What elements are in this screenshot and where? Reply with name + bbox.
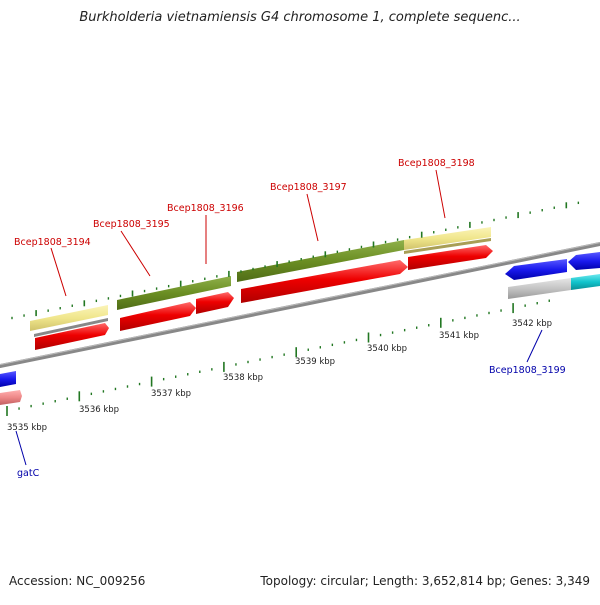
page-title: Burkholderia vietnamiensis G4 chromosome…	[79, 10, 521, 25]
cds-arrow-3197[interactable]	[241, 260, 408, 303]
cds-arrow-3194[interactable]	[35, 323, 109, 350]
gene-callout-label[interactable]: Bcep1808_3196	[167, 203, 244, 214]
chromosome-backbone	[0, 242, 600, 368]
gene-callout-line	[15, 430, 27, 466]
axis-tick-label: 3540 kbp	[367, 344, 407, 354]
axis-tick-label: 3542 kbp	[512, 319, 552, 329]
gene-bar-next[interactable]	[571, 274, 600, 290]
gene-callout-line	[526, 329, 543, 363]
chromosome-backbone-highlight	[0, 242, 600, 366]
gene-bar-3195[interactable]	[117, 276, 231, 310]
gene-bar-3198[interactable]	[404, 227, 491, 250]
feature-track	[0, 227, 600, 405]
upper-tick-row	[11, 201, 580, 320]
gene-callout-line	[306, 193, 319, 242]
gene-callout-line	[120, 230, 151, 277]
axis-tick-label: 3541 kbp	[439, 331, 479, 341]
gene-callout-line	[435, 169, 446, 219]
cds-arrow-3199[interactable]	[505, 259, 567, 280]
gene-callout-label[interactable]: gatC	[17, 468, 40, 479]
gene-callout-label[interactable]: Bcep1808_3197	[270, 182, 347, 193]
axis-tick-label: 3535 kbp	[7, 423, 47, 433]
gene-callout-label[interactable]: Bcep1808_3195	[93, 219, 170, 230]
gene-bar-3194[interactable]	[30, 305, 108, 331]
gene-callout-label[interactable]: Bcep1808_3199	[489, 365, 566, 376]
gene-callout-label[interactable]: Bcep1808_3198	[398, 158, 475, 169]
axis-tick-label: 3538 kbp	[223, 373, 263, 383]
gene-callout-label[interactable]: Bcep1808_3194	[14, 237, 91, 248]
lower-tick-row	[6, 299, 550, 416]
axis-labels: 3535 kbp 3536 kbp 3537 kbp 3538 kbp 3539 kbp…	[7, 319, 552, 433]
cds-arrow-gatC[interactable]	[0, 371, 16, 387]
gene-bar-gatC[interactable]	[0, 390, 22, 405]
sequence-summary: Topology: circular; Length: 3,652,814 bp…	[260, 574, 590, 588]
axis-tick-label: 3536 kbp	[79, 405, 119, 415]
accession-info: Accession: NC_009256	[9, 574, 146, 588]
cds-arrow-next[interactable]	[568, 252, 600, 270]
cds-arrow-3195[interactable]	[120, 302, 196, 331]
gene-bar-3197[interactable]	[237, 240, 404, 282]
gene-bar-3194-shadow	[34, 318, 108, 337]
gene-callout-line	[50, 247, 67, 297]
gene-bar-3198-shadow	[404, 238, 491, 254]
gene-bar-3199[interactable]	[508, 278, 571, 299]
axis-tick-label: 3539 kbp	[295, 357, 335, 367]
cds-arrow-3198[interactable]	[408, 245, 493, 270]
axis-tick-label: 3537 kbp	[151, 389, 191, 399]
cds-arrow-3196[interactable]	[196, 292, 234, 314]
